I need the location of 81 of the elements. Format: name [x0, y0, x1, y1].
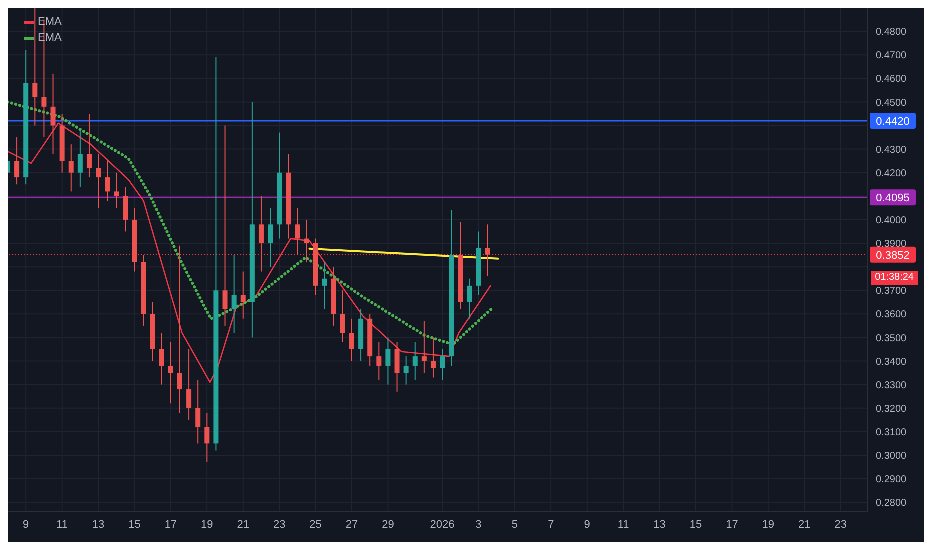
candlestick [68, 144, 74, 192]
y-tick-label: 0.3700 [876, 286, 908, 298]
y-tick-label: 0.3200 [876, 404, 908, 415]
candlestick [295, 208, 300, 256]
candlestick [50, 73, 56, 155]
candlestick [394, 342, 400, 392]
candlestick [178, 245, 182, 414]
ref-line-label: 0.3852 [876, 250, 910, 262]
x-tick-label: 15 [690, 518, 702, 531]
candlestick [404, 356, 409, 386]
y-tick-label: 0.3100 [876, 427, 908, 438]
y-tick-label: 0.3000 [876, 451, 908, 462]
candlestick [340, 290, 346, 343]
y-tick-label: 0.4000 [876, 216, 908, 227]
x-tick-label: 7 [548, 518, 554, 531]
x-tick-label: 19 [201, 518, 214, 531]
candlestick [240, 271, 246, 320]
ref-line-label: 0.4095 [876, 192, 910, 205]
candlestick [430, 337, 436, 378]
y-tick-label: 0.4500 [876, 98, 908, 109]
candlestick [86, 113, 92, 178]
x-tick-label: 15 [128, 518, 141, 531]
candlestick [258, 196, 264, 272]
candlestick [304, 219, 310, 263]
candlestick [322, 262, 328, 310]
candlestick [114, 172, 120, 209]
x-tick-label: 25 [310, 518, 322, 531]
candlestick [422, 320, 427, 374]
x-tick-label: 17 [164, 518, 178, 531]
y-tick-label: 0.4300 [876, 144, 908, 156]
x-tick-label: 5 [512, 518, 518, 531]
candlestick [105, 160, 110, 202]
candlestick [350, 318, 354, 362]
y-tick-label: 0.4600 [876, 74, 908, 86]
candlestick [440, 348, 446, 381]
x-tick-label: 21 [237, 518, 250, 531]
line-series [8, 100, 496, 346]
candlestick [96, 154, 102, 209]
x-tick-label: 23 [834, 518, 847, 531]
candlestick [412, 342, 418, 381]
y-tick-label: 0.2900 [876, 474, 908, 486]
candlestick [196, 380, 201, 444]
candlestick [467, 278, 472, 320]
x-tick-label: 3 [476, 518, 482, 531]
x-tick-label: 11 [618, 518, 630, 531]
x-tick-label: 2026 [430, 518, 455, 531]
y-tick-label: 0.4200 [876, 168, 908, 180]
candlestick [14, 137, 20, 186]
candlestick [222, 125, 228, 326]
x-tick-label: 21 [798, 518, 811, 531]
y-tick-label: 0.4700 [876, 50, 908, 62]
x-tick-label: 19 [762, 518, 775, 531]
candlestick [32, 8, 38, 126]
y-tick-label: 0.3500 [876, 333, 908, 344]
candlestick [485, 224, 490, 277]
x-tick-label: 17 [726, 518, 738, 531]
x-tick-label: 13 [654, 518, 666, 531]
candlestick [204, 412, 210, 464]
x-tick-label: 11 [56, 518, 68, 531]
candlestick [78, 130, 83, 188]
candlestick [159, 332, 164, 386]
y-tick-label: 0.3400 [876, 356, 908, 368]
candlestick [123, 186, 128, 232]
candlestick [232, 254, 237, 334]
x-tick-label: 27 [346, 518, 358, 531]
candlestick [386, 337, 391, 386]
candlestick [168, 342, 174, 404]
x-tick-label: 9 [584, 518, 590, 531]
x-tick-label: 23 [273, 518, 286, 531]
y-tick-label: 0.4800 [876, 27, 908, 38]
candlestick [268, 208, 274, 268]
y-tick-label: 0.3600 [876, 310, 908, 321]
y-tick-label: 0.2800 [876, 498, 908, 510]
candlestick [186, 348, 192, 421]
x-tick-label: 13 [92, 518, 105, 531]
x-tick-label: 9 [23, 518, 30, 531]
ref-line-label: 0.4420 [876, 116, 910, 128]
x-tick-label: 29 [382, 518, 394, 531]
text: 01:38:24 [871, 271, 918, 285]
candlestick [376, 342, 382, 381]
y-tick-label: 0.3300 [876, 380, 908, 392]
